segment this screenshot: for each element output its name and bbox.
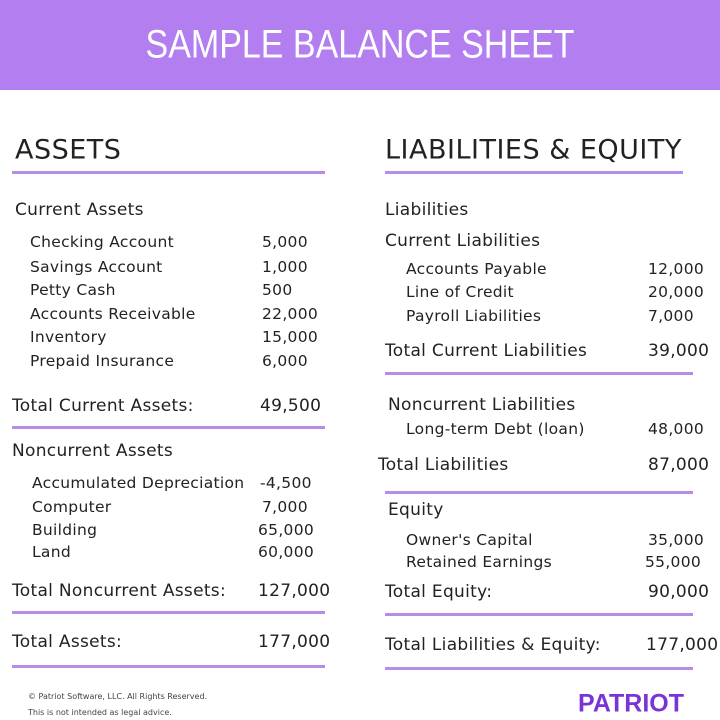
item-label: Accumulated Depreciation <box>32 474 245 492</box>
total-value: 177,000 <box>646 635 719 655</box>
rule <box>385 667 693 670</box>
item-label: Computer <box>32 498 112 516</box>
total-label: Total Liabilities <box>378 455 509 475</box>
total-value: 127,000 <box>258 581 331 601</box>
item-label: Inventory <box>30 328 107 346</box>
item-label: Accounts Payable <box>406 260 547 278</box>
item-label: Savings Account <box>30 258 163 276</box>
item-value: 7,000 <box>262 498 308 516</box>
brand-logo: PATRIOT <box>578 689 685 718</box>
section-title: Current Liabilities <box>385 231 541 251</box>
heading: LIABILITIES & EQUITY <box>385 134 682 166</box>
total-label: Total Noncurrent Assets: <box>12 581 226 601</box>
item-label: Petty Cash <box>30 281 116 299</box>
section-title: Liabilities <box>385 200 469 220</box>
copyright: © Patriot Software, LLC. All Rights Rese… <box>28 692 208 701</box>
total-value: 177,000 <box>258 632 331 652</box>
item-value: -4,500 <box>260 474 312 492</box>
header: SAMPLE BALANCE SHEET <box>0 0 720 90</box>
item-label: Payroll Liabilities <box>406 307 542 325</box>
title: SAMPLE BALANCE SHEET <box>145 22 575 67</box>
item-value: 55,000 <box>645 553 702 571</box>
item-label: Line of Credit <box>406 283 514 301</box>
rule <box>385 372 693 375</box>
section-title: Current Assets <box>15 200 144 220</box>
item-label: Accounts Receivable <box>30 305 196 323</box>
section-title: Noncurrent Liabilities <box>388 395 576 415</box>
total-label: Total Current Assets: <box>12 396 194 416</box>
item-value: 7,000 <box>648 307 694 325</box>
item-value: 65,000 <box>258 521 315 539</box>
item-value: 6,000 <box>262 352 308 370</box>
item-value: 12,000 <box>648 260 705 278</box>
total-label: Total Current Liabilities <box>385 341 588 361</box>
total-value: 87,000 <box>648 455 710 475</box>
item-value: 5,000 <box>262 233 308 251</box>
total-value: 39,000 <box>648 341 710 361</box>
item-value: 22,000 <box>262 305 319 323</box>
item-value: 35,000 <box>648 531 705 549</box>
item-value: 15,000 <box>262 328 319 346</box>
item-label: Owner's Capital <box>406 531 533 549</box>
total-label: Total Equity: <box>385 582 493 602</box>
item-value: 48,000 <box>648 420 705 438</box>
total-value: 90,000 <box>648 582 710 602</box>
item-label: Prepaid Insurance <box>30 352 175 370</box>
rule <box>12 611 325 614</box>
item-label: Retained Earnings <box>406 553 552 571</box>
rule <box>12 665 325 668</box>
rule <box>385 613 693 616</box>
item-value: 20,000 <box>648 283 705 301</box>
total-label: Total Liabilities & Equity: <box>385 635 601 655</box>
disclaimer: This is not intended as legal advice. <box>28 708 172 717</box>
section-title: Equity <box>388 500 444 520</box>
item-label: Land <box>32 543 71 561</box>
total-value: 49,500 <box>260 396 322 416</box>
item-label: Checking Account <box>30 233 174 251</box>
item-value: 1,000 <box>262 258 308 276</box>
total-label: Total Assets: <box>12 632 123 652</box>
rule <box>385 171 683 174</box>
item-value: 60,000 <box>258 543 315 561</box>
rule <box>385 491 693 494</box>
rule <box>12 171 325 174</box>
section-title: Noncurrent Assets <box>12 441 174 461</box>
item-value: 500 <box>262 281 293 299</box>
heading: ASSETS <box>15 134 122 166</box>
item-label: Long-term Debt (loan) <box>406 420 585 438</box>
item-label: Building <box>32 521 98 539</box>
rule <box>12 426 325 429</box>
